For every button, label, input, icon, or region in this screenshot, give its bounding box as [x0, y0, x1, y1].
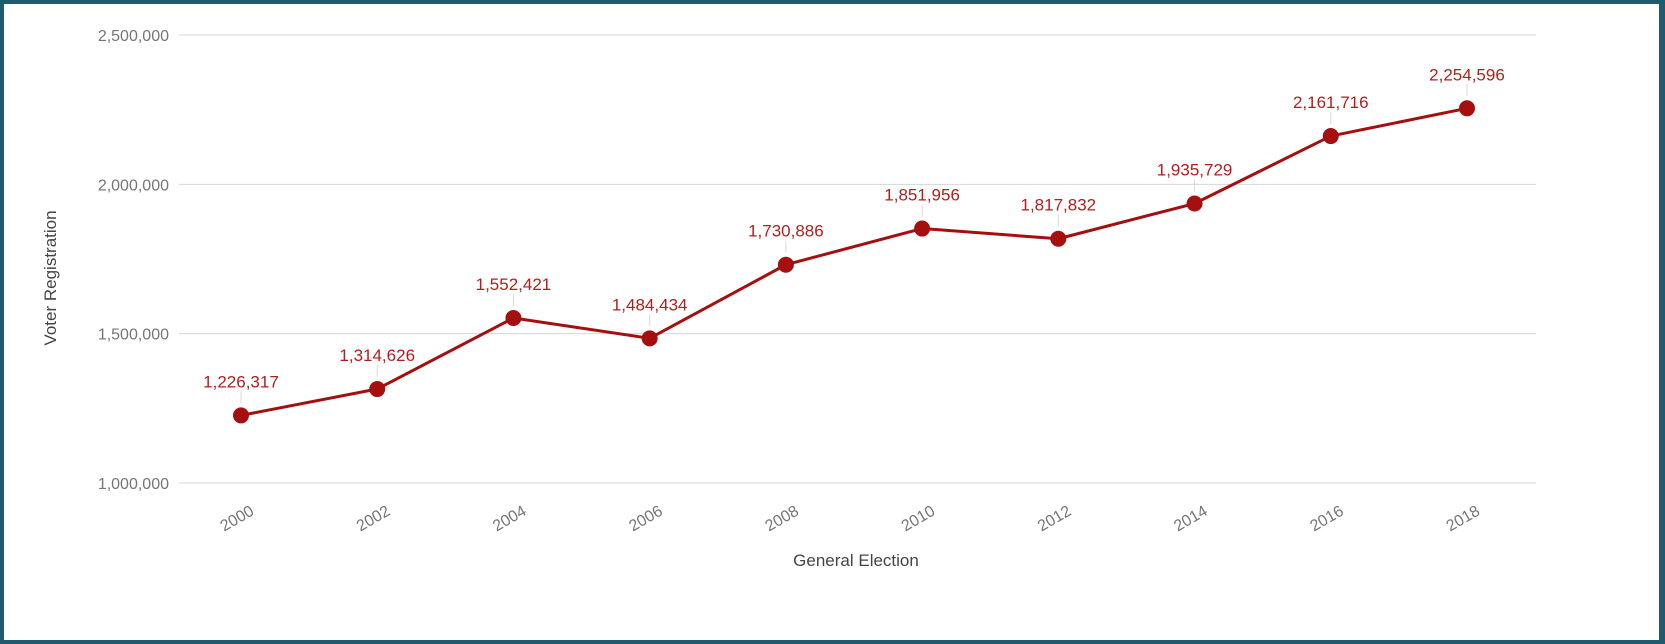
x-tick-label: 2018 — [1444, 503, 1483, 536]
x-tick-label: 2016 — [1307, 503, 1346, 536]
data-label: 1,730,886 — [748, 222, 824, 241]
x-axis-title: General Election — [793, 551, 919, 570]
data-label: 1,851,956 — [884, 186, 960, 205]
x-tick-label: 2000 — [218, 503, 257, 536]
data-label: 2,161,716 — [1293, 93, 1369, 112]
data-point — [1050, 230, 1067, 247]
y-tick-label: 2,500,000 — [98, 28, 169, 45]
y-axis-ticks: 1,000,000 1,500,000 2,000,000 2,500,000 — [98, 28, 169, 493]
data-label: 2,254,596 — [1429, 65, 1505, 84]
data-label-layer: 1,226,317 1,314,626 1,552,421 1,484,434 1,73… — [203, 65, 1505, 404]
x-tick-label: 2010 — [899, 503, 938, 536]
data-point — [1186, 195, 1203, 212]
data-point — [369, 381, 386, 398]
data-label: 1,935,729 — [1157, 161, 1233, 180]
y-tick-label: 1,000,000 — [98, 476, 169, 493]
data-label: 1,314,626 — [339, 346, 415, 365]
y-axis-title: Voter Registration — [41, 210, 60, 345]
data-point — [914, 220, 931, 237]
x-tick-label: 2002 — [354, 503, 393, 536]
x-tick-label: 2006 — [626, 503, 665, 536]
data-point — [1459, 100, 1475, 117]
series-layer — [233, 100, 1475, 424]
grid-layer — [179, 34, 1536, 484]
x-axis-ticks: 2000 2002 2004 2006 2008 2010 2012 2014 2016 2018 — [218, 503, 1483, 536]
line-chart: 1,000,000 1,500,000 2,000,000 2,500,000 200… — [41, 28, 1536, 570]
y-tick-label: 2,000,000 — [98, 177, 169, 194]
series-line — [240, 106, 1468, 417]
x-tick-label: 2012 — [1035, 503, 1074, 536]
data-point — [777, 256, 794, 273]
data-label: 1,817,832 — [1021, 196, 1097, 215]
x-tick-label: 2004 — [490, 503, 529, 536]
chart-frame: 1,000,000 1,500,000 2,000,000 2,500,000 200… — [4, 4, 1659, 640]
data-label: 1,484,434 — [612, 295, 688, 314]
data-point — [505, 310, 522, 327]
data-label: 1,226,317 — [203, 372, 279, 391]
data-point — [233, 407, 249, 424]
x-tick-label: 2008 — [763, 503, 802, 536]
data-point — [641, 330, 658, 347]
data-point — [1322, 128, 1339, 145]
data-label: 1,552,421 — [476, 275, 552, 294]
x-tick-label: 2014 — [1171, 503, 1210, 536]
y-tick-label: 1,500,000 — [98, 327, 169, 344]
